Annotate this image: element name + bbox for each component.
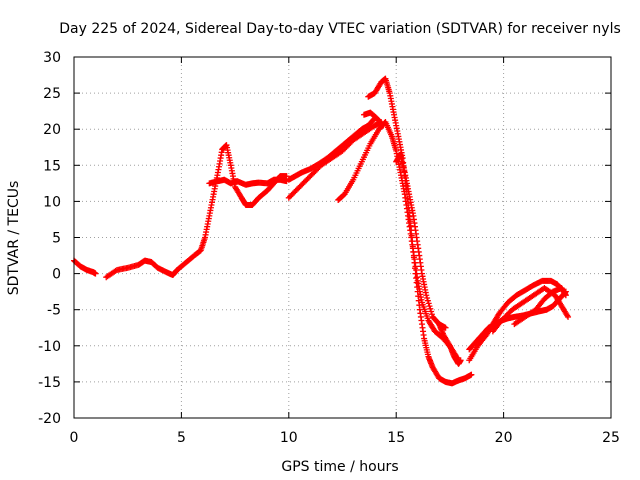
data-marks bbox=[71, 75, 572, 387]
plus-marker bbox=[408, 232, 415, 239]
series-track-5 bbox=[285, 115, 378, 183]
plus-marker bbox=[425, 300, 432, 307]
x-tick-label: 25 bbox=[602, 430, 620, 446]
y-tick-label: 30 bbox=[43, 50, 61, 66]
axis-ticks: 0 5 10 15 20 25 -20 -15 -10 -5 0 5 10 15 20 25 30 bbox=[38, 50, 620, 446]
plus-marker bbox=[426, 303, 433, 310]
plus-marker bbox=[380, 122, 387, 129]
x-axis-title: GPS time / hours bbox=[281, 459, 398, 475]
y-tick-label: 5 bbox=[52, 231, 61, 247]
plus-marker bbox=[457, 357, 464, 364]
x-tick-label: 5 bbox=[177, 430, 186, 446]
plus-marker bbox=[409, 243, 416, 250]
plus-marker bbox=[424, 297, 431, 304]
series-track-3 bbox=[206, 176, 290, 188]
plus-marker bbox=[468, 371, 475, 378]
plus-marker bbox=[410, 248, 417, 255]
grid bbox=[74, 57, 611, 418]
plus-marker bbox=[411, 265, 418, 272]
y-tick-label: -20 bbox=[38, 411, 61, 427]
series-track-2 bbox=[103, 142, 290, 281]
plus-marker bbox=[379, 121, 386, 128]
plus-marker bbox=[428, 308, 435, 315]
plus-marker bbox=[112, 267, 119, 274]
y-tick-label: -5 bbox=[47, 303, 61, 319]
y-tick-label: 20 bbox=[43, 122, 61, 138]
series-track-14 bbox=[511, 285, 569, 328]
series-track-4 bbox=[285, 118, 385, 201]
y-tick-label: 0 bbox=[52, 267, 61, 283]
plus-marker bbox=[92, 270, 99, 277]
series-track-9 bbox=[393, 151, 449, 331]
x-tick-label: 15 bbox=[387, 430, 405, 446]
plus-marker bbox=[410, 254, 417, 261]
chart-title: Day 225 of 2024, Sidereal Day-to-day VTE… bbox=[59, 21, 621, 37]
x-tick-label: 20 bbox=[495, 430, 513, 446]
y-tick-label: 15 bbox=[43, 158, 61, 174]
plus-marker bbox=[424, 294, 431, 301]
x-tick-label: 0 bbox=[70, 430, 79, 446]
series-track-8 bbox=[365, 75, 475, 387]
y-tick-label: -10 bbox=[38, 339, 61, 355]
x-tick-label: 10 bbox=[280, 430, 298, 446]
plus-marker bbox=[428, 311, 435, 318]
y-tick-label: -15 bbox=[38, 375, 61, 391]
y-tick-label: 10 bbox=[43, 194, 61, 210]
plus-marker bbox=[283, 173, 290, 180]
series-track-10 bbox=[436, 321, 464, 367]
plus-marker bbox=[411, 259, 418, 266]
series-track-7 bbox=[360, 109, 387, 129]
plus-marker bbox=[562, 292, 569, 299]
y-axis-title: SDTVAR / TECUs bbox=[6, 181, 22, 296]
plus-marker bbox=[427, 305, 434, 312]
plus-marker bbox=[565, 313, 572, 320]
plus-marker bbox=[423, 292, 430, 299]
y-tick-label: 25 bbox=[43, 86, 61, 102]
